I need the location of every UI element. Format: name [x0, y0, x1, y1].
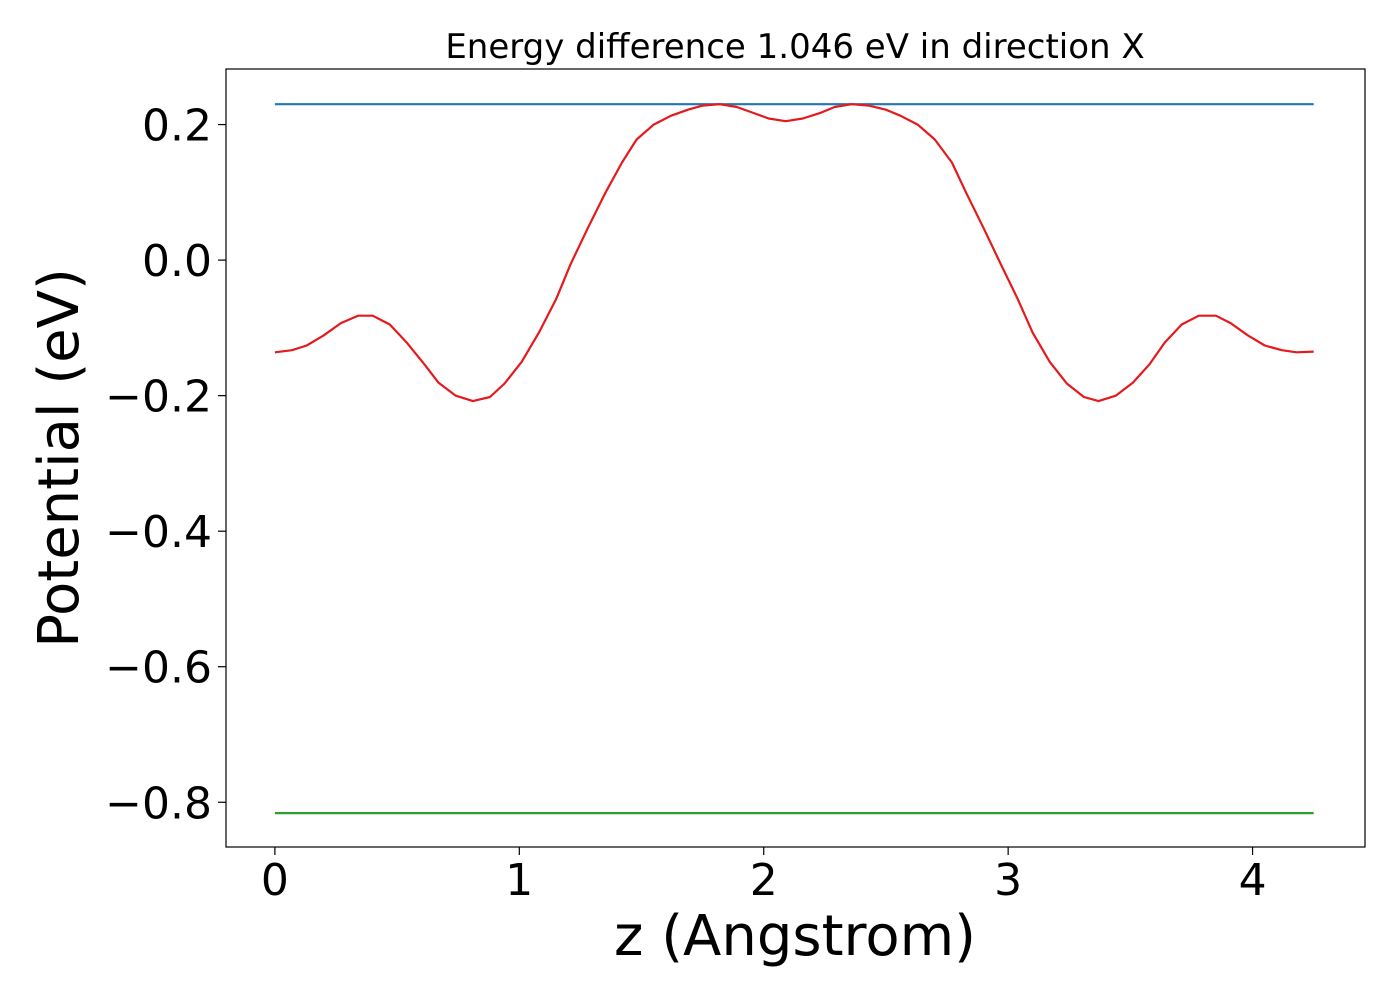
series-line-3 [274, 103, 1314, 403]
x-tick-label: 4 [1239, 855, 1267, 906]
y-tick-label: −0.4 [105, 507, 212, 558]
plot-frame [225, 68, 1366, 848]
y-axis-label: Potential (eV) [27, 268, 92, 648]
x-tick-label: 0 [261, 855, 289, 906]
series-layer [274, 103, 1314, 815]
y-tick-label: 0.2 [142, 101, 212, 152]
y-axis: 0.2 0.0 −0.2 −0.4 −0.6 −0.8 [105, 101, 226, 829]
x-tick-label: 2 [750, 855, 778, 906]
y-tick-label: −0.8 [105, 778, 212, 829]
y-tick-label: −0.6 [105, 643, 212, 694]
x-axis: 0 1 2 3 4 [261, 847, 1267, 906]
x-tick-label: 3 [994, 855, 1022, 906]
y-tick-label: −0.2 [105, 372, 212, 423]
x-axis-label: z (Angstrom) [614, 904, 976, 969]
x-tick-label: 1 [505, 855, 533, 906]
y-tick-label: 0.0 [142, 236, 212, 287]
chart-title: Energy difference 1.046 eV in direction … [445, 27, 1144, 67]
